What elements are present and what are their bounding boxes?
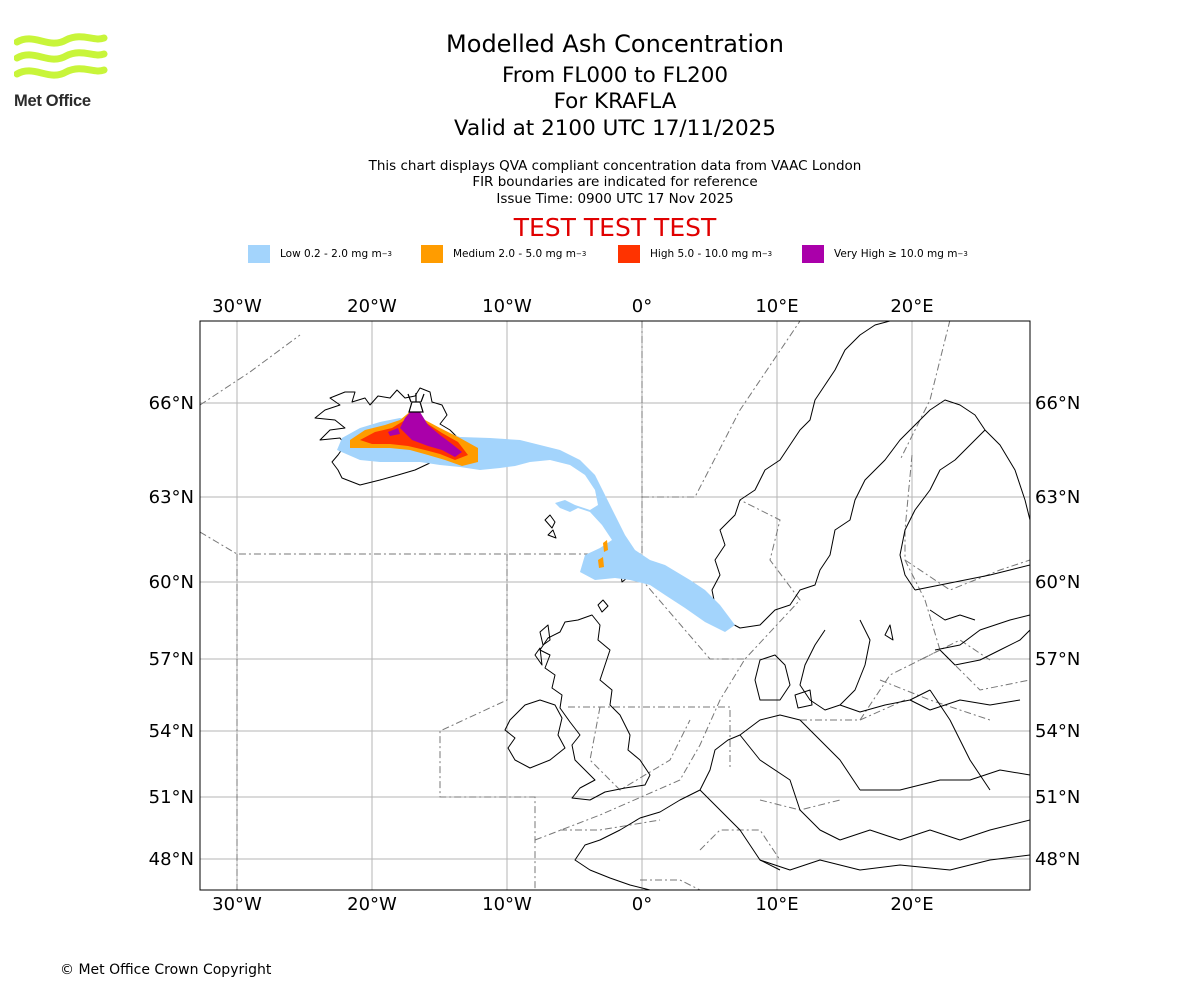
valid-time: Valid at 2100 UTC 17/11/2025 xyxy=(453,116,776,141)
ash-medium-islet-1 xyxy=(603,540,608,552)
lat-label-right: 51°N xyxy=(1035,787,1080,808)
ash-plume xyxy=(337,410,735,632)
lat-label-left: 57°N xyxy=(149,649,194,670)
lat-label-right: 54°N xyxy=(1035,721,1080,742)
lat-label-left: 54°N xyxy=(149,721,194,742)
lat-label-right: 57°N xyxy=(1035,649,1080,670)
lon-label-top: 10°W xyxy=(482,296,532,317)
copyright-notice: © Met Office Crown Copyright xyxy=(60,962,272,978)
map-frame xyxy=(199,320,1031,891)
legend-very-high: Very High ≥ 10.0 mg m −3 xyxy=(802,244,968,264)
lon-label-top: 30°W xyxy=(212,296,262,317)
lat-label-left: 60°N xyxy=(149,572,194,593)
lat-label-right: 48°N xyxy=(1035,849,1080,870)
lon-label-bottom: 10°E xyxy=(755,894,798,915)
issue-time: Issue Time: 0900 UTC 17 Nov 2025 xyxy=(496,191,734,207)
lat-label-right: 60°N xyxy=(1035,572,1080,593)
ash-very-high-region xyxy=(400,410,462,457)
legend-label-very-high: Very High ≥ 10.0 mg m xyxy=(834,248,958,260)
test-banner: TEST TEST TEST xyxy=(513,213,717,242)
legend-low: Low 0.2 - 2.0 mg m −3 xyxy=(248,244,392,264)
legend-unit-exp-medium: −3 xyxy=(575,250,587,258)
lon-label-top: 20°W xyxy=(347,296,397,317)
legend-unit-exp-very-high: −3 xyxy=(957,250,968,258)
legend-swatch-low xyxy=(248,245,270,263)
met-office-logo-icon xyxy=(14,33,108,79)
lat-label-left: 51°N xyxy=(149,787,194,808)
legend-swatch-medium xyxy=(421,245,443,263)
lat-labels-left: 66°N 63°N 60°N 57°N 54°N 51°N 48°N xyxy=(149,393,194,870)
lat-label-left: 66°N xyxy=(149,393,194,414)
level-range: From FL000 to FL200 xyxy=(501,63,729,88)
legend-swatch-very-high xyxy=(802,245,824,263)
lon-label-bottom: 0° xyxy=(632,894,652,915)
lon-label-bottom: 20°W xyxy=(347,894,397,915)
lat-label-right: 63°N xyxy=(1035,487,1080,508)
volcano-icon xyxy=(407,393,425,413)
lat-label-left: 63°N xyxy=(149,487,194,508)
legend-swatch-high xyxy=(618,245,640,263)
legend-medium: Medium 2.0 - 5.0 mg m −3 xyxy=(421,244,586,264)
lat-label-left: 48°N xyxy=(149,849,194,870)
lon-label-top: 0° xyxy=(632,296,652,317)
legend-label-medium: Medium 2.0 - 5.0 mg m xyxy=(453,248,576,260)
lon-label-bottom: 10°W xyxy=(482,894,532,915)
subtitle-source: This chart displays QVA compliant concen… xyxy=(368,158,862,174)
lat-label-right: 66°N xyxy=(1035,393,1080,414)
legend-high: High 5.0 - 10.0 mg m −3 xyxy=(618,244,772,264)
ash-low-region xyxy=(337,418,735,632)
legend-label-low: Low 0.2 - 2.0 mg m xyxy=(280,248,382,260)
lon-label-top: 10°E xyxy=(755,296,798,317)
lon-labels-bottom: 30°W 20°W 10°W 0° 10°E 20°E xyxy=(212,894,933,915)
legend-label-high: High 5.0 - 10.0 mg m xyxy=(650,248,762,260)
lon-label-bottom: 30°W xyxy=(212,894,262,915)
logo-text: Met Office xyxy=(14,92,91,110)
lat-labels-right: 66°N 63°N 60°N 57°N 54°N 51°N 48°N xyxy=(1035,393,1080,870)
lon-label-top: 20°E xyxy=(890,296,933,317)
chart-title: Modelled Ash Concentration xyxy=(446,30,784,58)
graticule xyxy=(200,321,1030,890)
legend-unit-exp-low: −3 xyxy=(381,250,393,258)
volcano-name: For KRAFLA xyxy=(553,89,677,114)
lon-label-bottom: 20°E xyxy=(890,894,933,915)
lon-labels-top: 30°W 20°W 10°W 0° 10°E 20°E xyxy=(212,296,933,317)
subtitle-fir: FIR boundaries are indicated for referen… xyxy=(472,174,758,190)
coastlines xyxy=(314,321,1030,890)
ash-medium-islet-2 xyxy=(598,557,604,568)
legend-unit-exp-high: −3 xyxy=(761,250,773,258)
fir-boundaries xyxy=(200,321,1030,890)
ash-very-high-islet xyxy=(388,428,400,436)
